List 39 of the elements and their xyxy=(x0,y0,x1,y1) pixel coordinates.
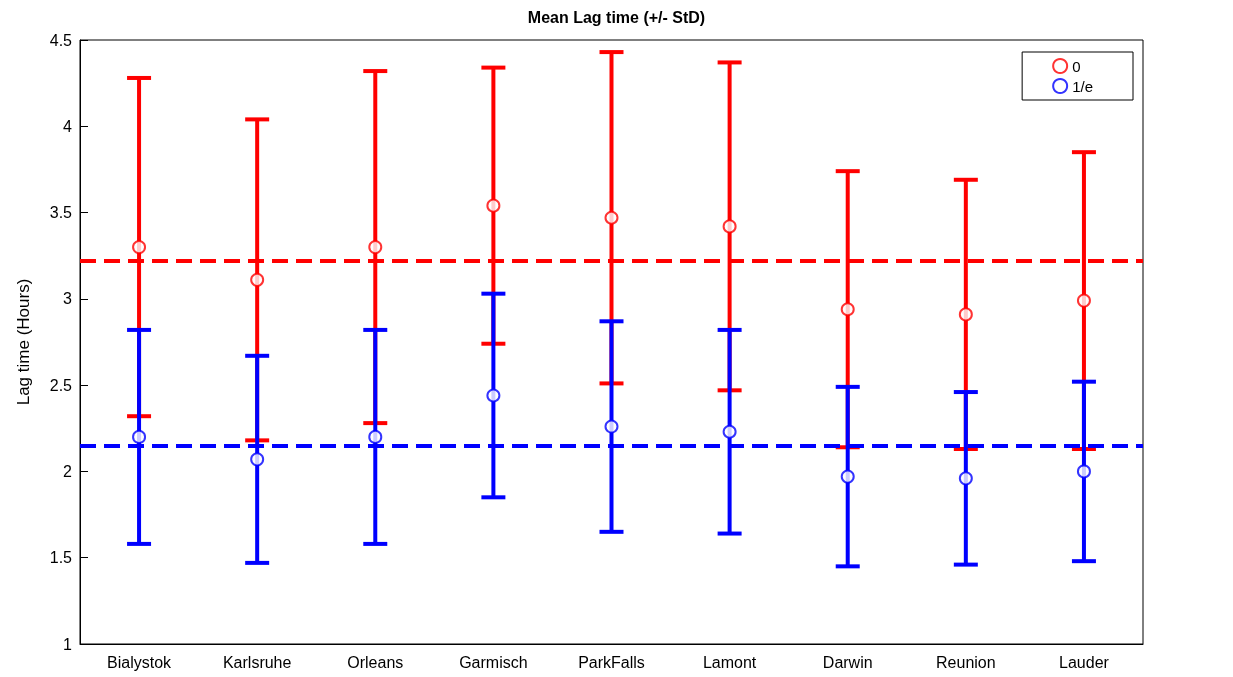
point xyxy=(1076,293,1091,308)
y-tick-label: 1.5 xyxy=(49,549,73,567)
y-tick-label: 3.5 xyxy=(49,204,73,222)
y-tick-label: 2.5 xyxy=(49,376,73,394)
y-tick-label: 3 xyxy=(63,290,73,308)
point xyxy=(958,471,973,486)
y-tick-label: 1 xyxy=(63,635,73,653)
x-tick-label: Reunion xyxy=(936,653,996,671)
y-axis-title: Lag time (Hours) xyxy=(14,278,33,406)
legend-label: 0 xyxy=(1072,57,1081,75)
x-tick-label: ParkFalls xyxy=(578,653,645,671)
x-tick-label: Lamont xyxy=(702,653,757,671)
point xyxy=(486,388,501,403)
legend-label: 1/e xyxy=(1072,77,1094,95)
x-tick-label: Bialystok xyxy=(107,653,173,671)
point xyxy=(840,302,855,317)
x-tick-label: Karlsruhe xyxy=(222,653,292,671)
point xyxy=(486,198,501,213)
point xyxy=(132,429,147,444)
point xyxy=(722,219,737,234)
x-tick-label: Lauder xyxy=(1059,653,1110,671)
point xyxy=(250,272,265,287)
point xyxy=(368,240,383,255)
y-tick-label: 2 xyxy=(63,462,73,480)
x-tick-label: Garmisch xyxy=(459,653,528,671)
chart-title: Mean Lag time (+/- StD) xyxy=(527,8,706,26)
point xyxy=(958,307,973,322)
point xyxy=(1076,464,1091,479)
point xyxy=(250,452,265,467)
point xyxy=(840,469,855,484)
point xyxy=(368,429,383,444)
y-tick-label: 4.5 xyxy=(49,31,73,49)
point xyxy=(722,424,737,439)
point xyxy=(132,240,147,255)
x-tick-label: Orleans xyxy=(347,653,404,671)
point xyxy=(604,419,619,434)
y-tick-label: 4 xyxy=(63,117,73,135)
x-tick-label: Darwin xyxy=(822,653,873,671)
point xyxy=(604,210,619,225)
